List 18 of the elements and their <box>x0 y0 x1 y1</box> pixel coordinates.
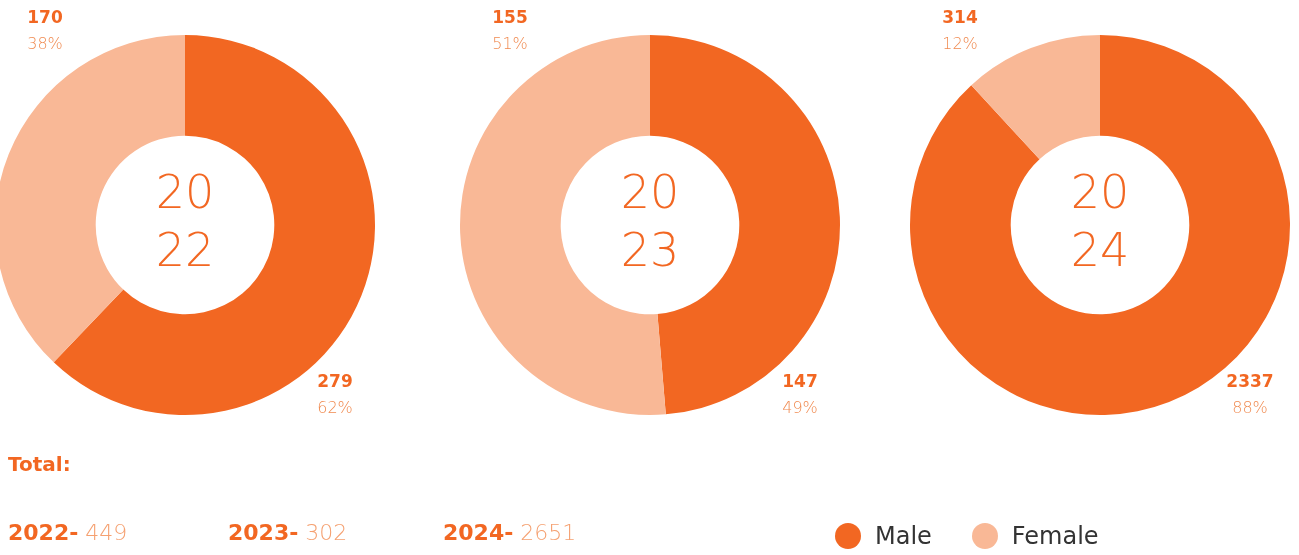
text: 2023- 302 <box>228 520 348 545</box>
data-label: 155 51% <box>492 7 528 54</box>
data-label: 2337 88% <box>1226 371 1274 418</box>
data-label: 147 49% <box>782 371 818 418</box>
data-label: 170 38% <box>27 7 63 54</box>
text: 23 <box>620 222 680 277</box>
legend-label: Female <box>1011 522 1099 550</box>
legend-label: Male <box>875 522 932 550</box>
text: 20 <box>1070 164 1130 219</box>
text: 22 <box>155 222 215 277</box>
text: 24 <box>1070 222 1130 277</box>
text: 2022- 449 <box>8 520 128 545</box>
text: 20 <box>155 164 215 219</box>
data-label: 279 62% <box>317 371 353 418</box>
text: Total: <box>8 452 71 476</box>
text: 2024- 2651 <box>443 520 577 545</box>
data-label: 314 12% <box>942 7 978 54</box>
text: 20 <box>620 164 680 219</box>
